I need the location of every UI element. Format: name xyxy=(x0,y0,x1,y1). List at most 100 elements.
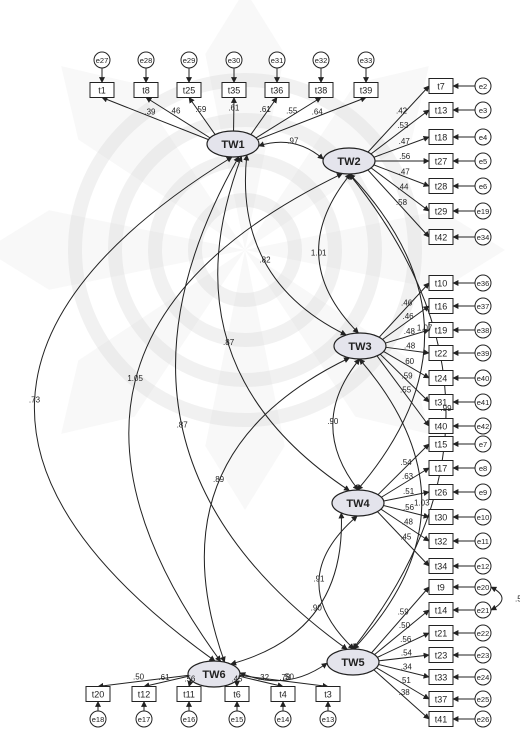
loading-arrow xyxy=(373,136,430,158)
error-circle xyxy=(93,51,111,69)
error-label: e34 xyxy=(477,233,490,242)
item-label: t4 xyxy=(279,690,287,700)
error-circle xyxy=(474,624,492,642)
error-circle xyxy=(474,508,492,526)
loading-label: .34 xyxy=(401,662,413,671)
error-label: e21 xyxy=(477,606,490,615)
loading-arrow xyxy=(376,667,430,700)
error-circle xyxy=(180,51,198,69)
correlation-arc-tw1-tw6 xyxy=(33,156,233,662)
item-label: t7 xyxy=(437,82,445,92)
loading-arrow xyxy=(378,282,430,338)
item-label: t14 xyxy=(435,606,448,616)
error-label: e6 xyxy=(479,182,487,191)
loading-arrow xyxy=(97,674,189,689)
error-label: e17 xyxy=(138,715,151,724)
loading-label: .56 xyxy=(403,503,415,512)
error-circle xyxy=(89,710,107,728)
error-label: e29 xyxy=(183,56,196,65)
error-circle xyxy=(474,321,492,339)
item-box xyxy=(428,484,454,500)
error-circle xyxy=(474,417,492,435)
error-label: e30 xyxy=(228,56,241,65)
label-layer: .97 1.01 .82 1.07 .87 .87 .73 1.05 .99 .89 .90 1.03… xyxy=(29,104,520,697)
latent-label: TW2 xyxy=(337,156,360,168)
error-covariance-label: .53 xyxy=(515,595,520,604)
error-circle xyxy=(474,344,492,362)
correlation-label: .97 xyxy=(287,136,299,145)
error-label: e3 xyxy=(479,106,487,115)
loading-layer xyxy=(95,68,475,722)
item-box xyxy=(428,711,454,727)
loading-label: .47 xyxy=(399,167,411,176)
item-label: t28 xyxy=(435,182,448,192)
loading-label: .46 xyxy=(403,312,415,321)
loading-label: .48 xyxy=(404,327,416,336)
error-label: e11 xyxy=(477,537,489,546)
error-label: e22 xyxy=(477,629,490,638)
loading-label: .45 xyxy=(231,675,243,684)
item-box xyxy=(428,345,454,361)
item-box xyxy=(428,625,454,641)
watermark-petal xyxy=(61,66,245,250)
error-circle xyxy=(474,690,492,708)
loading-label: .64 xyxy=(312,107,324,116)
node-layer: t1 e27 t8 e28 t25 e29 t35 e30 t36 e31 t38 e32 t39 e33… xyxy=(85,51,492,728)
item-label: t10 xyxy=(435,279,448,289)
error-label: e4 xyxy=(479,133,487,142)
error-circle xyxy=(474,557,492,575)
item-box xyxy=(428,460,454,476)
item-box xyxy=(428,322,454,338)
error-label: e42 xyxy=(477,422,490,431)
latent-tw1 xyxy=(206,130,260,158)
error-label: e2 xyxy=(479,82,487,91)
latent-tw4 xyxy=(331,489,385,517)
correlation-arc-tw2-tw6 xyxy=(128,173,343,662)
loading-arrow xyxy=(370,167,430,212)
item-box xyxy=(308,82,334,98)
item-box xyxy=(224,686,250,702)
latent-label: TW3 xyxy=(348,341,371,353)
error-label: e40 xyxy=(477,374,490,383)
loading-label: .47 xyxy=(399,137,411,146)
item-label: t30 xyxy=(435,513,448,523)
loading-label: .56 xyxy=(399,152,411,161)
error-circle xyxy=(312,51,330,69)
item-label: t33 xyxy=(435,673,448,683)
loading-label: .56 xyxy=(400,635,412,644)
item-label: t37 xyxy=(435,695,448,705)
loading-arrow xyxy=(383,351,430,379)
item-label: t32 xyxy=(435,537,448,547)
error-circle xyxy=(357,51,375,69)
error-circle xyxy=(474,177,492,195)
error-label: e28 xyxy=(140,56,153,65)
latent-tw2 xyxy=(322,147,376,175)
latent-label: TW1 xyxy=(221,139,244,151)
correlation-layer xyxy=(33,141,503,682)
item-box xyxy=(221,82,247,98)
correlation-label: .87 xyxy=(223,338,235,347)
correlation-label: .78 xyxy=(279,673,291,682)
correlation-arc-tw3-tw6 xyxy=(203,357,350,663)
loading-label: .44 xyxy=(397,183,409,192)
correlation-label: 1.03 xyxy=(414,498,430,507)
item-box xyxy=(428,509,454,525)
item-box xyxy=(428,203,454,219)
loading-label: .61 xyxy=(260,105,272,114)
correlation-arc-tw2-tw5 xyxy=(348,173,447,650)
error-circle xyxy=(319,710,337,728)
item-box xyxy=(428,78,454,94)
correlation-label: 1.01 xyxy=(311,248,327,257)
loading-arrow xyxy=(239,675,284,689)
item-box xyxy=(176,686,202,702)
error-circle xyxy=(474,128,492,146)
item-label: t40 xyxy=(435,422,448,432)
error-circle xyxy=(474,152,492,170)
item-box xyxy=(176,82,202,98)
latent-tw3 xyxy=(333,332,387,360)
item-label: t42 xyxy=(435,233,448,243)
item-box xyxy=(428,370,454,386)
loading-label: .51 xyxy=(400,676,412,685)
item-label: t26 xyxy=(435,488,448,498)
